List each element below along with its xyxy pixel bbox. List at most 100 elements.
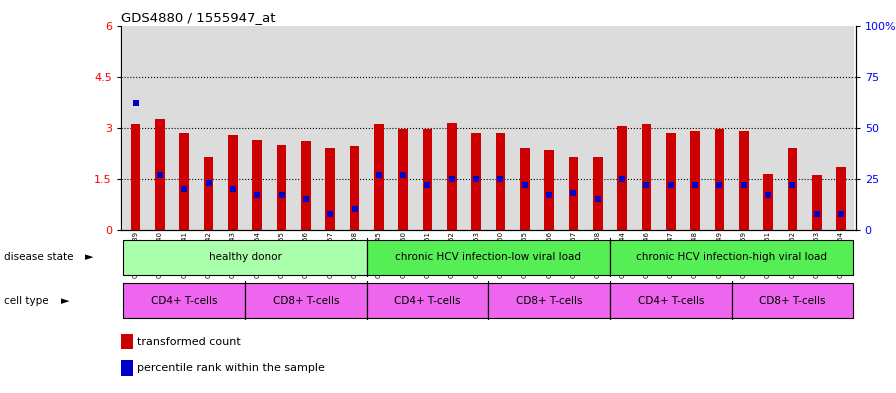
Point — [469, 176, 483, 182]
Bar — [318, 26, 342, 230]
Point — [664, 182, 678, 188]
Text: CD8+ T-cells: CD8+ T-cells — [516, 296, 582, 306]
Bar — [659, 26, 683, 230]
Point — [810, 210, 824, 217]
Point — [177, 186, 192, 192]
FancyBboxPatch shape — [488, 283, 610, 318]
Bar — [416, 26, 440, 230]
Point — [566, 190, 581, 196]
FancyBboxPatch shape — [366, 240, 610, 275]
Bar — [447, 123, 457, 230]
Text: disease state: disease state — [4, 252, 74, 263]
Bar — [277, 145, 287, 230]
Bar — [172, 26, 196, 230]
Point — [323, 210, 338, 217]
Bar — [399, 129, 408, 230]
Text: cell type: cell type — [4, 296, 49, 306]
Bar — [366, 26, 391, 230]
Point — [372, 172, 386, 178]
Bar — [683, 26, 707, 230]
Bar — [586, 26, 610, 230]
Bar — [253, 140, 262, 230]
FancyBboxPatch shape — [124, 240, 366, 275]
Bar — [780, 26, 805, 230]
Bar — [715, 129, 724, 230]
Bar — [349, 147, 359, 230]
Bar — [593, 157, 603, 230]
FancyBboxPatch shape — [610, 240, 853, 275]
FancyBboxPatch shape — [124, 283, 245, 318]
Bar — [561, 26, 586, 230]
Point — [688, 182, 702, 188]
Bar — [812, 175, 822, 230]
Text: chronic HCV infection-high viral load: chronic HCV infection-high viral load — [636, 252, 827, 263]
Bar — [220, 26, 245, 230]
Point — [250, 192, 264, 198]
Point — [542, 192, 556, 198]
Text: ►: ► — [85, 252, 93, 263]
Bar — [228, 134, 237, 230]
Point — [348, 206, 362, 213]
Bar — [642, 124, 651, 230]
Bar — [131, 124, 141, 230]
Text: CD8+ T-cells: CD8+ T-cells — [759, 296, 826, 306]
Bar — [301, 141, 311, 230]
Bar — [179, 133, 189, 230]
Bar — [634, 26, 659, 230]
FancyBboxPatch shape — [732, 283, 853, 318]
Bar — [666, 133, 676, 230]
Point — [274, 192, 289, 198]
Point — [128, 100, 142, 107]
Point — [615, 176, 629, 182]
Point — [420, 182, 435, 188]
Point — [834, 210, 849, 217]
Point — [518, 182, 532, 188]
Point — [396, 172, 410, 178]
Bar — [520, 148, 530, 230]
Bar — [732, 26, 756, 230]
Bar — [617, 126, 627, 230]
Bar — [423, 129, 433, 230]
Bar — [196, 26, 220, 230]
Bar — [294, 26, 318, 230]
Bar — [544, 150, 554, 230]
FancyBboxPatch shape — [366, 283, 488, 318]
Bar — [270, 26, 294, 230]
Text: CD4+ T-cells: CD4+ T-cells — [638, 296, 704, 306]
Bar — [374, 124, 383, 230]
Point — [737, 182, 751, 188]
Bar — [488, 26, 513, 230]
FancyBboxPatch shape — [245, 283, 366, 318]
Bar — [471, 133, 481, 230]
Point — [761, 192, 775, 198]
Text: transformed count: transformed count — [137, 336, 241, 347]
Text: GDS4880 / 1555947_at: GDS4880 / 1555947_at — [121, 11, 275, 24]
Point — [444, 176, 459, 182]
Bar — [155, 119, 165, 230]
Text: CD4+ T-cells: CD4+ T-cells — [151, 296, 218, 306]
Bar — [836, 167, 846, 230]
Bar — [763, 174, 773, 230]
Text: CD4+ T-cells: CD4+ T-cells — [394, 296, 461, 306]
Text: ►: ► — [61, 296, 69, 306]
Point — [226, 186, 240, 192]
Bar — [121, 334, 133, 349]
Bar — [610, 26, 634, 230]
Bar — [148, 26, 172, 230]
Bar — [495, 133, 505, 230]
Bar — [121, 360, 133, 376]
Point — [712, 182, 727, 188]
Bar — [788, 148, 797, 230]
Text: healthy donor: healthy donor — [209, 252, 281, 263]
Text: percentile rank within the sample: percentile rank within the sample — [137, 364, 325, 373]
Text: CD8+ T-cells: CD8+ T-cells — [272, 296, 339, 306]
FancyBboxPatch shape — [610, 283, 732, 318]
Bar — [464, 26, 488, 230]
Bar — [513, 26, 537, 230]
Text: chronic HCV infection-low viral load: chronic HCV infection-low viral load — [395, 252, 582, 263]
Bar — [805, 26, 829, 230]
Bar — [569, 157, 578, 230]
Point — [298, 196, 313, 202]
Bar — [124, 26, 148, 230]
Point — [202, 180, 216, 186]
